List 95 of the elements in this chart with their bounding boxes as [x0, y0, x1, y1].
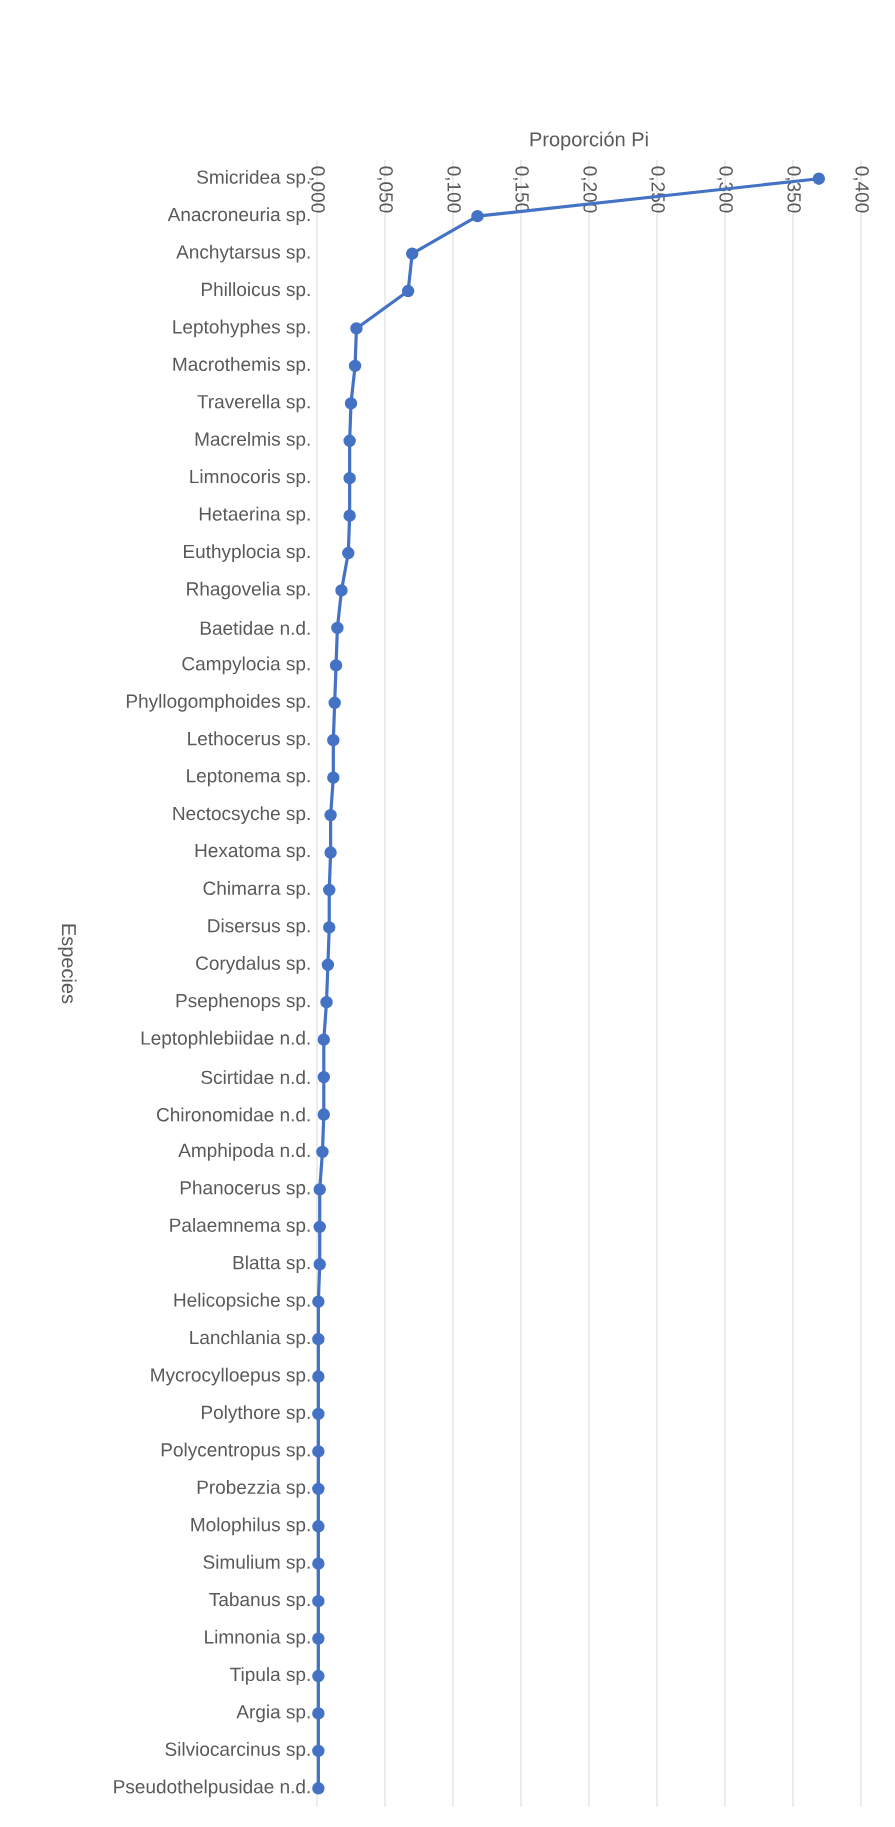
- y-tick-label: Psephenops sp.: [176, 993, 310, 1012]
- y-tick-label: Argia sp.: [236, 1704, 310, 1723]
- y-tick-label: Corydalus sp.: [196, 955, 310, 974]
- y-tick-label: Chironomidae n.d.: [157, 1107, 310, 1122]
- point: [312, 1782, 325, 1795]
- y-tick-label: Polythore sp.: [201, 1405, 310, 1423]
- y-tick-label: Silviocarcinus sp.: [165, 1742, 310, 1760]
- point: [312, 1632, 325, 1645]
- y-tick-label: Mycrocylloepus sp.: [151, 1367, 310, 1386]
- y-tick-label: Traverella sp.: [197, 394, 310, 413]
- point: [343, 509, 356, 522]
- x-axis-title: Proporción Pi: [530, 131, 648, 151]
- point: [328, 696, 341, 709]
- y-tick-label: Leptohyphes sp.: [173, 319, 310, 338]
- y-axis-title: Especies: [57, 924, 77, 1004]
- point: [323, 921, 336, 934]
- y-tick-label: Lethocerus sp.: [188, 731, 310, 750]
- y-tick-label: Lanchlania sp.: [190, 1330, 310, 1348]
- y-tick-label: Leptophlebiidae n.d.: [141, 1030, 310, 1049]
- y-tick-label: Hexatoma sp.: [195, 844, 310, 862]
- point: [324, 846, 337, 859]
- point: [313, 1220, 326, 1234]
- point: [335, 584, 348, 597]
- y-tick-label: Euthyplocia sp.: [184, 544, 310, 562]
- y-tick-label: Macrothemis sp.: [173, 357, 310, 375]
- point: [323, 883, 336, 897]
- point: [331, 621, 344, 635]
- point: [344, 397, 358, 410]
- y-tick-label: Anchytarsus sp.: [176, 244, 310, 263]
- y-tick-label: Campylocia sp.: [182, 656, 310, 675]
- y-tick-label: Philloicus sp.: [201, 282, 310, 300]
- y-tick-label: Macrelmis sp.: [195, 431, 310, 450]
- point: [312, 1744, 325, 1758]
- y-tick-label: Probezzia sp.: [197, 1480, 310, 1498]
- point: [312, 1370, 325, 1383]
- point: [350, 322, 363, 335]
- y-tick-label: Chimarra sp.: [203, 881, 310, 899]
- y-tick-label: Limnonia sp.: [205, 1629, 310, 1648]
- point: [317, 1033, 330, 1046]
- y-tick-label: Palaemnema sp.: [170, 1217, 310, 1236]
- y-tick-label: Rhagovelia sp.: [187, 581, 310, 600]
- point: [312, 1295, 325, 1308]
- point: [317, 1108, 330, 1121]
- y-tick-label: Leptonema sp.: [187, 769, 310, 787]
- point: [316, 1145, 329, 1159]
- point: [343, 434, 356, 447]
- point: [342, 546, 355, 560]
- y-tick-label: Smicridea sp.: [197, 169, 310, 188]
- point: [343, 471, 356, 485]
- point: [348, 359, 362, 373]
- point: [312, 1332, 325, 1346]
- y-tick-label: Simulium sp.: [203, 1554, 310, 1573]
- point: [324, 808, 337, 822]
- y-tick-label: Pseudothelpusidae n.d.: [114, 1779, 310, 1798]
- y-tick-label: Polycentropus sp.: [161, 1442, 310, 1461]
- y-tick-label: Nectocsyche sp.: [173, 806, 310, 824]
- point: [812, 172, 826, 185]
- y-tick-label: Helicopsiche sp.: [174, 1292, 310, 1311]
- point: [406, 247, 419, 260]
- point: [401, 284, 415, 298]
- y-tick-label: Limnocoris sp.: [190, 469, 310, 488]
- y-tick-label: Phyllogomphoides sp.: [126, 693, 310, 712]
- y-tick-label: Phanocerus sp.: [180, 1180, 310, 1199]
- point: [312, 1520, 325, 1533]
- y-tick-label: Scirtidae n.d.: [201, 1070, 310, 1085]
- y-tick-label: Baetidae n.d.: [200, 620, 310, 635]
- point: [327, 734, 340, 747]
- point: [329, 659, 343, 672]
- point: [312, 1594, 325, 1608]
- x-tick-label: 0,000: [309, 166, 325, 213]
- x-tick-label: 0,350: [785, 166, 801, 213]
- y-tick-label: Anacroneuria sp.: [167, 207, 310, 226]
- y-tick-label: Molophilus sp.: [191, 1517, 310, 1536]
- x-tick-label: 0,100: [445, 166, 461, 213]
- point: [313, 1183, 326, 1196]
- point: [312, 1669, 325, 1683]
- point: [320, 996, 333, 1009]
- point: [313, 1258, 326, 1271]
- y-tick-label: Blatta sp.: [233, 1255, 310, 1274]
- y-tick-label: Disersus sp.: [208, 918, 310, 937]
- point: [327, 771, 340, 784]
- y-tick-label: Tabanus sp.: [209, 1592, 310, 1610]
- point: [317, 1070, 330, 1084]
- point: [312, 1557, 325, 1570]
- x-tick-label: 0,050: [377, 166, 393, 213]
- point: [471, 209, 484, 223]
- point: [312, 1445, 325, 1458]
- y-tick-label: Tipula sp.: [230, 1667, 310, 1685]
- point: [321, 958, 335, 972]
- point: [312, 1482, 325, 1496]
- y-tick-label: Hetaerina sp.: [199, 506, 310, 525]
- y-tick-label: Amphipoda n.d.: [178, 1143, 310, 1161]
- point: [312, 1707, 325, 1720]
- x-tick-label: 0,400: [853, 166, 869, 213]
- point: [312, 1407, 325, 1421]
